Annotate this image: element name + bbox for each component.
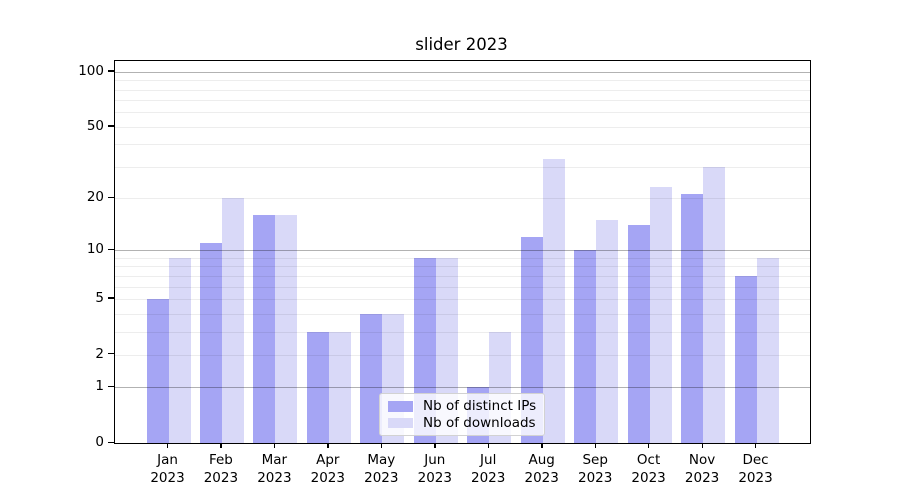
y-tick-label-5: 5 xyxy=(95,289,104,306)
y-tick-mark-50 xyxy=(108,125,114,127)
bar-downloads-feb xyxy=(221,198,244,443)
x-tick-mark-mar xyxy=(273,443,276,448)
x-tick-mark-nov xyxy=(701,443,703,448)
x-tick-label-jun: Jun 2023 xyxy=(417,452,452,486)
x-tick-mark-sep xyxy=(594,443,597,448)
x-tick-label-sep: Sep 2023 xyxy=(578,452,613,486)
x-tick-label-aug: Aug 2023 xyxy=(524,452,559,486)
x-tick-label-jan: Jan 2023 xyxy=(150,452,185,486)
bar-distinct-ips-feb xyxy=(199,243,222,443)
bar-downloads-mar xyxy=(275,215,298,443)
bar-downloads-apr xyxy=(328,331,351,443)
plot-area xyxy=(114,60,811,444)
x-tick-label-may: May 2023 xyxy=(364,452,399,486)
chart-title: slider 2023 xyxy=(415,35,508,54)
y-tick-label-20: 20 xyxy=(86,189,104,206)
y-tick-label-10: 10 xyxy=(86,241,104,258)
y-tick-mark-20 xyxy=(108,196,114,198)
bar-distinct-ips-nov xyxy=(681,194,704,443)
y-tick-label-0: 0 xyxy=(95,434,104,450)
x-tick-label-mar: Mar 2023 xyxy=(257,452,292,486)
legend-item-distinct-ips: Nb of distinct IPs xyxy=(388,398,536,414)
bar-distinct-ips-dec xyxy=(734,275,757,443)
x-tick-label-dec: Dec 2023 xyxy=(738,452,773,486)
bar-distinct-ips-aug xyxy=(520,236,543,443)
x-tick-label-apr: Apr 2023 xyxy=(310,452,345,486)
x-tick-mark-oct xyxy=(648,443,650,448)
x-tick-label-oct: Oct 2023 xyxy=(631,452,666,486)
y-tick-label-50: 50 xyxy=(86,117,104,134)
bar-distinct-ips-mar xyxy=(253,215,276,443)
bar-distinct-ips-may xyxy=(360,313,383,443)
y-tick-label-1: 1 xyxy=(95,378,104,395)
bar-distinct-ips-apr xyxy=(306,331,329,443)
x-tick-mark-jan xyxy=(167,443,169,448)
y-tick-mark-1 xyxy=(108,385,114,388)
y-tick-label-100: 100 xyxy=(78,62,104,79)
legend-label-downloads: Nb of downloads xyxy=(423,414,536,431)
y-tick-mark-0 xyxy=(108,441,114,443)
bar-downloads-aug xyxy=(542,159,565,443)
bar-downloads-sep xyxy=(596,219,619,443)
x-tick-mark-jun xyxy=(434,443,436,448)
x-tick-label-jul: Jul 2023 xyxy=(471,452,506,486)
x-tick-mark-feb xyxy=(220,443,222,448)
x-tick-mark-jul xyxy=(487,443,490,448)
bar-distinct-ips-oct xyxy=(627,225,650,443)
bar-downloads-oct xyxy=(649,187,672,443)
bar-downloads-nov xyxy=(703,166,726,443)
x-tick-mark-apr xyxy=(327,443,329,448)
bar-downloads-dec xyxy=(756,257,779,443)
bar-distinct-ips-sep xyxy=(574,250,597,443)
y-tick-label-2: 2 xyxy=(95,345,104,362)
y-tick-mark-2 xyxy=(108,353,114,355)
bar-distinct-ips-jan xyxy=(146,298,169,443)
bars-layer xyxy=(115,61,810,443)
legend-label-distinct-ips: Nb of distinct IPs xyxy=(423,398,537,415)
y-tick-mark-5 xyxy=(108,297,114,299)
legend: Nb of distinct IPs Nb of downloads xyxy=(379,393,545,436)
y-tick-mark-100 xyxy=(108,70,114,72)
x-tick-mark-aug xyxy=(541,443,543,448)
legend-item-downloads: Nb of downloads xyxy=(388,415,536,431)
x-tick-label-nov: Nov 2023 xyxy=(684,452,720,486)
y-tick-mark-10 xyxy=(108,248,114,250)
x-tick-mark-dec xyxy=(755,443,757,448)
legend-swatch-downloads xyxy=(388,417,413,428)
x-tick-label-feb: Feb 2023 xyxy=(203,452,239,486)
bar-downloads-jan xyxy=(168,257,191,443)
x-tick-mark-may xyxy=(380,443,383,448)
legend-swatch-distinct-ips xyxy=(388,401,413,412)
